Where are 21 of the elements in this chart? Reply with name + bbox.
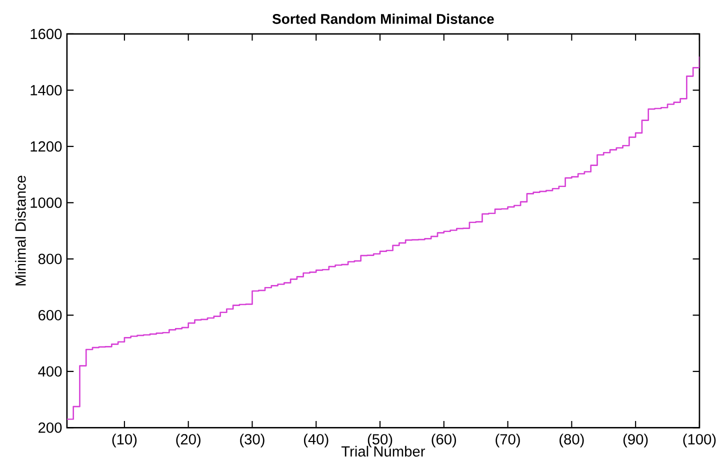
y-tick-label: 800: [38, 254, 62, 264]
y-tick-label: 1400: [30, 85, 62, 96]
x-tick-label: (40): [304, 434, 328, 448]
y-tick-label: 1000: [30, 198, 62, 208]
y-tick-label: 1600: [30, 28, 62, 40]
x-tick-label: (90): [623, 434, 648, 448]
y-tick-label: 200: [38, 422, 62, 434]
x-tick-label: (70): [496, 434, 520, 448]
x-tick-label: (100): [683, 434, 716, 448]
x-tick-label: (80): [560, 434, 584, 448]
x-tick-label: (60): [432, 434, 456, 448]
y-tick-label: 400: [38, 366, 62, 377]
y-axis-title: Minimal Distance: [15, 176, 26, 286]
y-tick-label: 1200: [30, 141, 62, 152]
x-tick-label: (10): [112, 434, 137, 448]
x-tick-label: (30): [240, 434, 264, 448]
x-axis-title: Trial Number: [341, 446, 426, 457]
x-tick-label: (50): [368, 434, 392, 448]
y-tick-label: 600: [38, 310, 62, 321]
chart-title: Sorted Random Minimal Distance: [272, 14, 494, 24]
x-tick-label: (20): [176, 434, 200, 448]
